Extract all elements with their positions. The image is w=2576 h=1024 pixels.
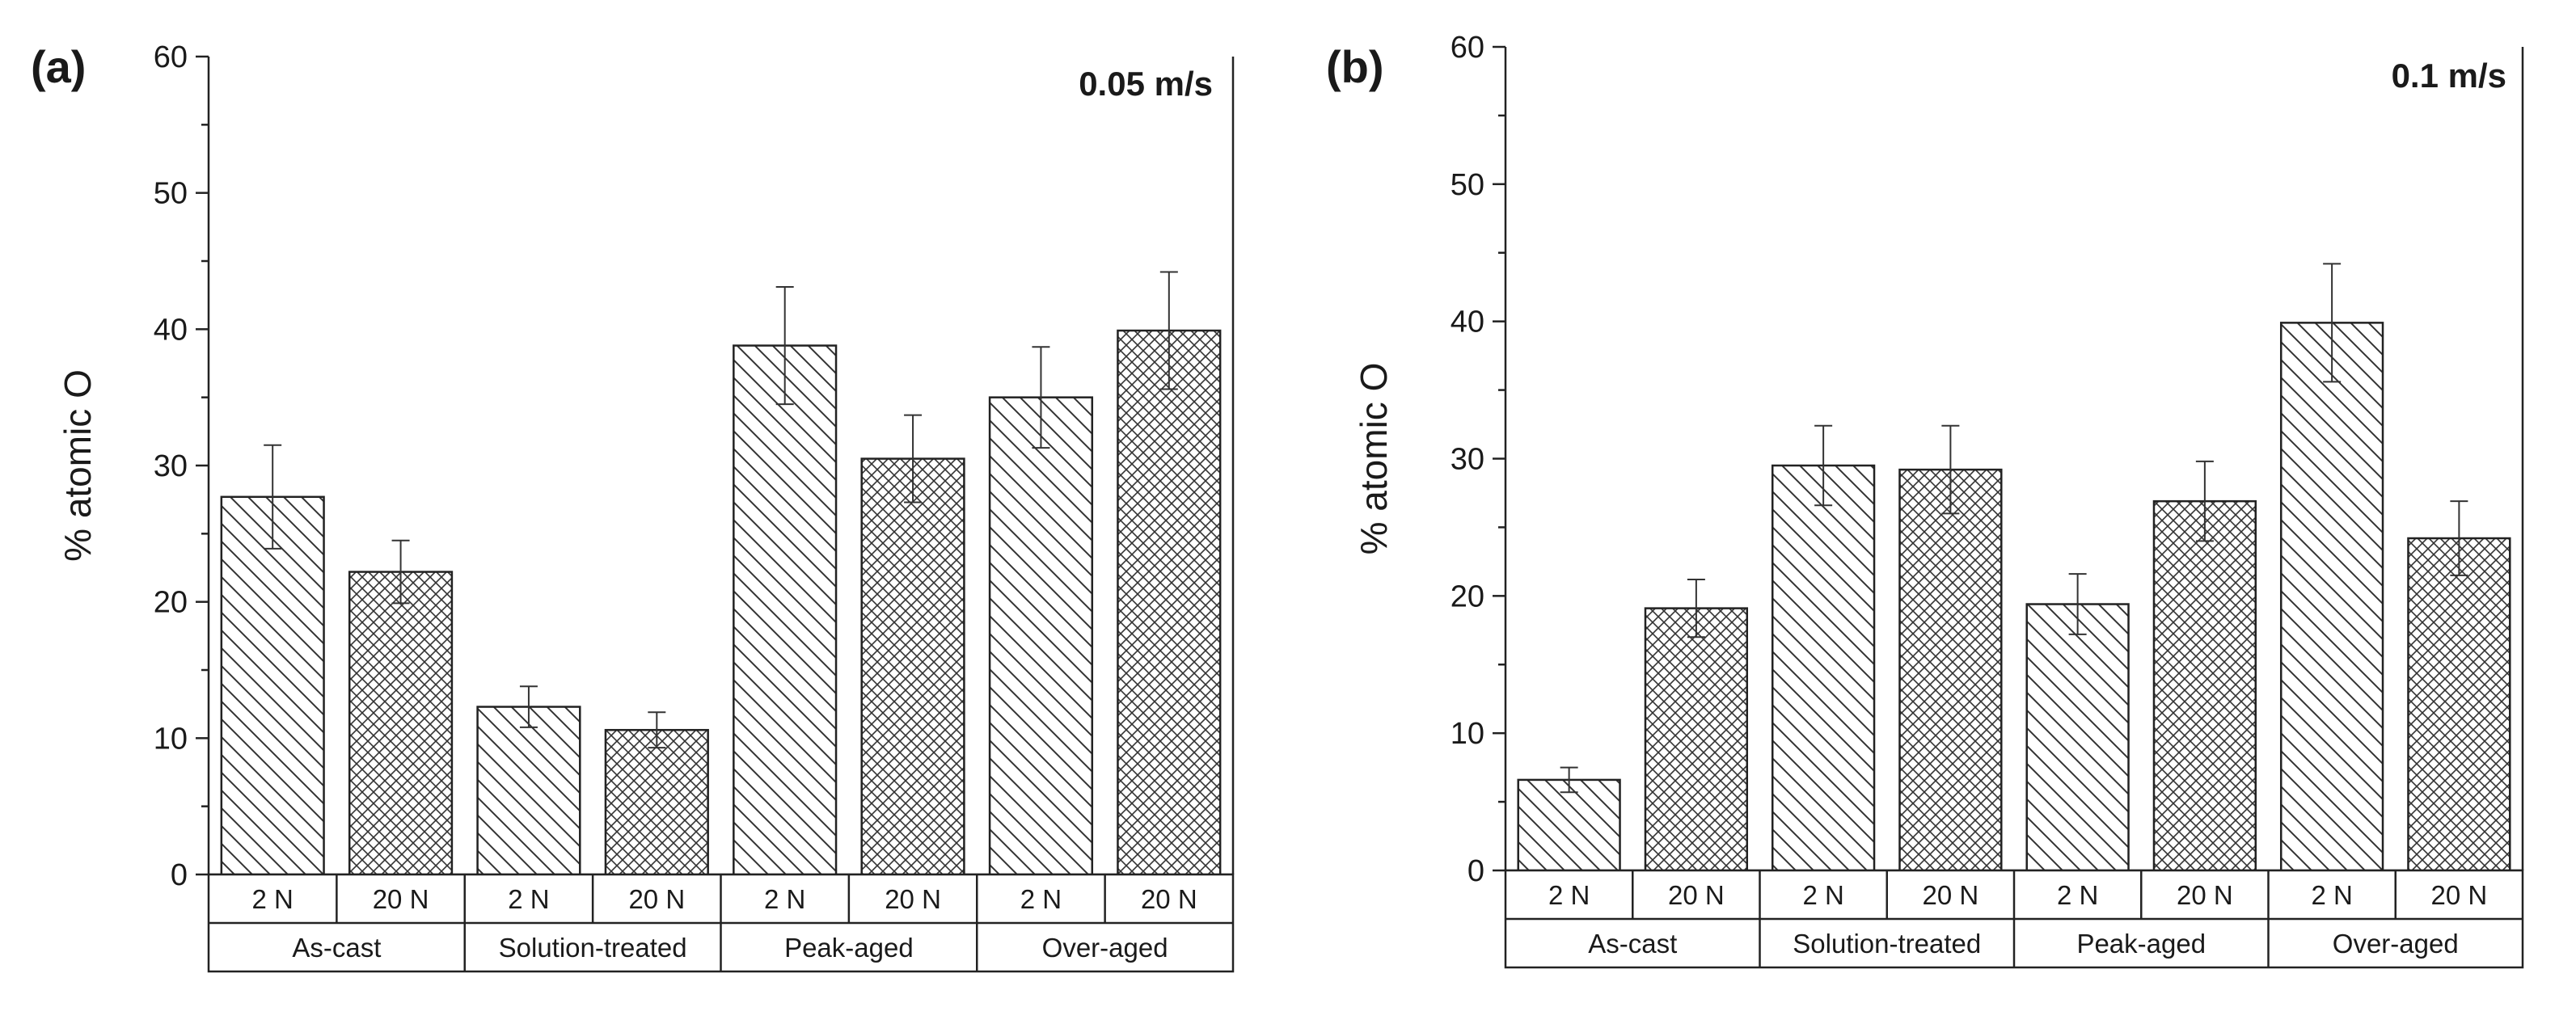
chart-panel-b: (b) 0.1 m/s % atomic O 0 10 20 30 40 50 60 2 N 20 N… [1326, 31, 2524, 969]
y-tick-label: 50 [1451, 168, 1484, 202]
load-label: 20 N [2431, 880, 2488, 910]
y-tick-label: 50 [154, 177, 188, 211]
load-label: 2 N [1548, 880, 1590, 910]
bar-as-cast-2n [1517, 778, 1621, 872]
group-label: Solution-treated [1793, 929, 1981, 959]
bar-peak-aged-2n [2025, 603, 2130, 872]
bar-solution-treated-20n [604, 728, 709, 876]
load-label: 2 N [1802, 880, 1843, 910]
chart-title: 0.05 m/s [1079, 65, 1213, 103]
bar-over-aged-20n [1117, 329, 1222, 876]
chart-panel-a: (a) 0.05 m/s % atomic O 0 10 20 30 40 50 60 2 N 20 … [31, 40, 1235, 973]
group-label: Over-aged [2333, 929, 2459, 959]
load-label: 2 N [508, 884, 549, 914]
group-label: As-cast [292, 933, 381, 963]
y-tick-label: 0 [171, 858, 188, 892]
y-axis-label: % atomic O [1353, 363, 1395, 555]
load-label: 2 N [764, 884, 805, 914]
y-tick-label: 30 [154, 449, 188, 483]
y-tick-label: 20 [154, 586, 188, 620]
bar-peak-aged-20n [860, 457, 965, 876]
bar-peak-aged-20n [2152, 499, 2257, 872]
load-label: 2 N [252, 884, 293, 914]
panel-label: (a) [31, 41, 86, 92]
group-label: As-cast [1588, 929, 1677, 959]
load-label: 20 N [628, 884, 685, 914]
bar-as-cast-2n [220, 495, 325, 876]
load-label: 2 N [2057, 880, 2098, 910]
load-label: 2 N [2311, 880, 2352, 910]
load-label: 20 N [2177, 880, 2233, 910]
bar-solution-treated-2n [476, 706, 581, 876]
panel-label: (b) [1326, 41, 1384, 92]
group-label: Peak-aged [784, 933, 914, 963]
bar-over-aged-2n [2279, 322, 2384, 872]
bar-over-aged-2n [988, 396, 1094, 876]
y-tick-label: 30 [1451, 443, 1484, 477]
y-axis-label: % atomic O [57, 369, 99, 562]
load-label: 20 N [1923, 880, 1979, 910]
y-tick-label: 60 [154, 40, 188, 74]
y-tick-label: 40 [1451, 306, 1484, 339]
y-tick-label: 10 [1451, 717, 1484, 751]
bar-over-aged-20n [2407, 537, 2511, 872]
bar-as-cast-20n [348, 571, 454, 876]
load-label: 20 N [1668, 880, 1725, 910]
y-tick-label: 0 [1467, 854, 1484, 888]
group-label: Peak-aged [2076, 929, 2206, 959]
bar-as-cast-20n [1644, 607, 1749, 872]
bar-solution-treated-2n [1771, 464, 1876, 872]
y-tick-label: 10 [154, 722, 188, 756]
group-label: Solution-treated [499, 933, 687, 963]
y-tick-label: 60 [1451, 31, 1484, 65]
group-label: Over-aged [1042, 933, 1168, 963]
load-label: 2 N [1020, 884, 1062, 914]
y-tick-label: 20 [1451, 579, 1484, 613]
chart-title: 0.1 m/s [2392, 57, 2506, 95]
load-label: 20 N [373, 884, 429, 914]
y-tick-label: 40 [154, 313, 188, 347]
load-label: 20 N [885, 884, 941, 914]
load-label: 20 N [1141, 884, 1197, 914]
bar-solution-treated-20n [1898, 468, 2003, 872]
bar-peak-aged-2n [733, 344, 838, 876]
